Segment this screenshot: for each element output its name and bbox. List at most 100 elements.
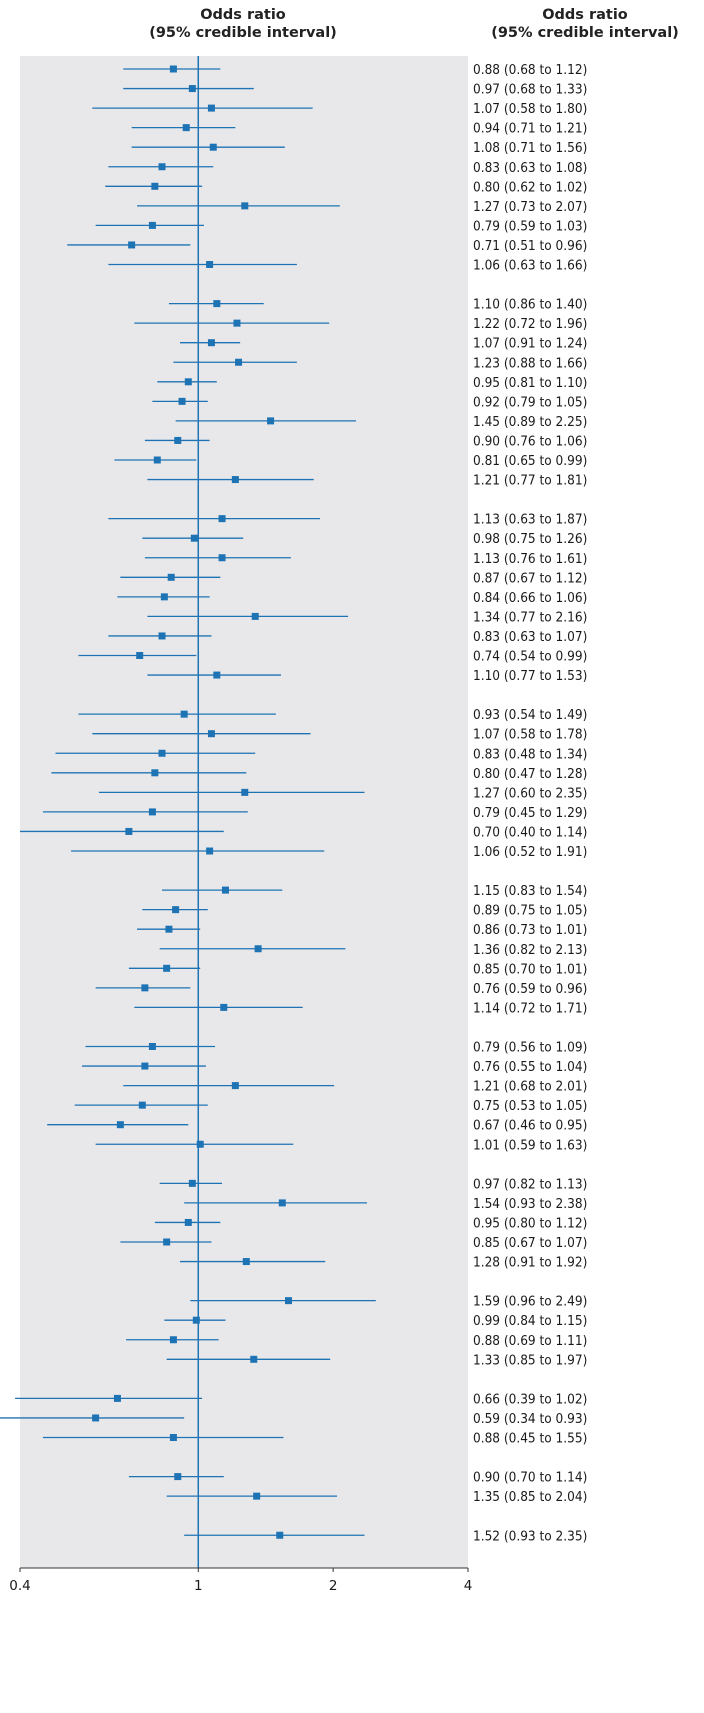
estimate-row: 0.97 (0.68 to 1.33) <box>123 82 587 98</box>
estimate-row: 0.80 (0.62 to 1.02) <box>105 179 587 195</box>
point-estimate-marker <box>233 319 241 327</box>
estimate-row: 0.80 (0.47 to 1.28) <box>51 766 587 782</box>
x-tick-label: 0.4 <box>9 1578 30 1594</box>
point-estimate-marker <box>174 1473 182 1481</box>
point-estimate-marker <box>188 1179 196 1187</box>
estimate-row: 1.06 (0.63 to 1.66) <box>108 258 587 274</box>
estimate-label: 1.06 (0.52 to 1.91) <box>473 844 587 860</box>
estimate-label: 0.85 (0.70 to 1.01) <box>473 961 587 977</box>
estimate-row: 0.89 (0.75 to 1.05) <box>142 903 587 919</box>
point-estimate-marker <box>169 1434 177 1441</box>
estimate-label: 0.92 (0.79 to 1.05) <box>473 394 587 410</box>
point-estimate-marker <box>160 593 168 601</box>
estimate-row: 1.36 (0.82 to 2.13) <box>159 942 587 958</box>
estimate-row: 1.28 (0.91 to 1.92) <box>179 1255 587 1271</box>
point-estimate-marker <box>196 1140 204 1148</box>
point-estimate-marker <box>163 964 171 972</box>
point-estimate-marker <box>172 906 180 914</box>
estimate-row: 0.84 (0.66 to 1.06) <box>117 590 587 606</box>
estimate-row: 0.79 (0.56 to 1.09) <box>85 1040 587 1056</box>
estimate-row: 1.23 (0.88 to 1.66) <box>173 355 587 371</box>
estimate-row: 1.45 (0.89 to 2.25) <box>175 414 587 430</box>
estimate-label: 0.90 (0.76 to 1.06) <box>473 433 587 449</box>
estimate-label: 0.88 (0.45 to 1.55) <box>473 1431 587 1447</box>
point-estimate-marker <box>220 1003 228 1011</box>
point-estimate-marker <box>250 1355 258 1363</box>
point-estimate-marker <box>207 104 215 112</box>
point-estimate-marker <box>209 143 217 151</box>
header-line-2: (95% credible interval) <box>149 25 337 41</box>
estimate-label: 0.90 (0.70 to 1.14) <box>473 1470 587 1486</box>
point-estimate-marker <box>180 710 188 718</box>
estimate-label: 0.86 (0.73 to 1.01) <box>473 922 587 938</box>
point-estimate-marker <box>241 202 249 210</box>
estimate-label: 0.84 (0.66 to 1.06) <box>473 590 587 606</box>
estimate-row: 1.21 (0.68 to 2.01) <box>123 1079 587 1095</box>
estimate-label: 0.95 (0.80 to 1.12) <box>473 1215 587 1231</box>
estimate-row: 0.90 (0.70 to 1.14) <box>128 1470 587 1486</box>
point-estimate-marker <box>158 749 166 757</box>
point-estimate-marker <box>267 417 275 425</box>
estimate-row: 0.85 (0.70 to 1.01) <box>128 961 587 977</box>
estimate-row: 0.71 (0.51 to 0.96) <box>67 238 587 254</box>
estimate-label: 1.06 (0.63 to 1.66) <box>473 258 587 274</box>
point-estimate-marker <box>92 1414 100 1422</box>
estimate-row: 1.21 (0.77 to 1.81) <box>147 473 587 489</box>
point-estimate-marker <box>213 671 221 679</box>
estimate-label: 0.98 (0.75 to 1.26) <box>473 531 587 547</box>
row-group: 0.66 (0.39 to 1.02) 0.59 (0.34 to 0.93) 0.… <box>0 1391 587 1447</box>
x-tick-label: 2 <box>329 1578 338 1594</box>
point-estimate-marker <box>116 1121 124 1129</box>
estimate-label: 1.54 (0.93 to 2.38) <box>473 1196 587 1212</box>
point-estimate-marker <box>218 554 226 562</box>
estimate-row: 1.27 (0.60 to 2.35) <box>98 785 587 801</box>
point-estimate-marker <box>141 984 149 992</box>
point-estimate-marker <box>178 397 186 405</box>
estimate-row: 0.94 (0.71 to 1.21) <box>131 121 587 137</box>
estimate-row: 0.85 (0.67 to 1.07) <box>120 1235 587 1251</box>
header-line-1: Odds ratio <box>200 7 286 23</box>
estimate-label: 1.59 (0.96 to 2.49) <box>473 1294 587 1310</box>
point-estimate-marker <box>158 632 166 640</box>
estimate-label: 0.97 (0.68 to 1.33) <box>473 82 587 98</box>
estimate-row: 0.76 (0.59 to 0.96) <box>95 981 587 997</box>
estimate-row: 1.14 (0.72 to 1.71) <box>134 1000 587 1016</box>
point-estimate-marker <box>151 769 159 777</box>
estimate-label: 1.21 (0.68 to 2.01) <box>473 1079 587 1095</box>
estimate-label: 0.66 (0.39 to 1.02) <box>473 1391 587 1407</box>
point-estimate-marker <box>235 358 243 366</box>
estimate-row: 0.83 (0.63 to 1.07) <box>108 629 587 645</box>
estimate-label: 0.88 (0.69 to 1.11) <box>473 1333 587 1349</box>
point-estimate-marker <box>253 1492 261 1500</box>
estimate-label: 0.83 (0.63 to 1.08) <box>473 160 587 176</box>
estimate-row: 1.15 (0.83 to 1.54) <box>162 883 587 899</box>
row-group: 0.93 (0.54 to 1.49) 1.07 (0.58 to 1.78) 0.… <box>20 707 587 860</box>
estimate-label: 1.52 (0.93 to 2.35) <box>473 1528 587 1544</box>
estimate-label: 1.27 (0.73 to 2.07) <box>473 199 587 215</box>
estimate-label: 1.33 (0.85 to 1.97) <box>473 1352 587 1368</box>
estimate-row: 1.33 (0.85 to 1.97) <box>166 1352 587 1368</box>
estimate-row: 1.22 (0.72 to 1.96) <box>134 316 587 332</box>
estimate-row: 0.79 (0.59 to 1.03) <box>95 218 587 234</box>
point-estimate-marker <box>213 300 221 308</box>
estimate-label: 0.87 (0.67 to 1.12) <box>473 570 587 586</box>
row-group: 0.97 (0.82 to 1.13) 1.54 (0.93 to 2.38) 0.… <box>120 1176 587 1271</box>
point-estimate-marker <box>206 261 214 268</box>
estimate-label: 0.59 (0.34 to 0.93) <box>473 1411 587 1427</box>
x-tick-label: 1 <box>194 1578 203 1594</box>
estimate-label: 0.97 (0.82 to 1.13) <box>473 1176 587 1192</box>
row-group: 1.15 (0.83 to 1.54) 0.89 (0.75 to 1.05) 0.… <box>95 883 587 1016</box>
estimate-label: 1.07 (0.58 to 1.80) <box>473 101 587 117</box>
estimate-label: 1.45 (0.89 to 2.25) <box>473 414 587 430</box>
header-line-2: (95% credible interval) <box>491 25 679 41</box>
estimate-row: 1.08 (0.71 to 1.56) <box>131 140 587 156</box>
point-estimate-marker <box>167 573 175 581</box>
point-estimate-marker <box>151 182 159 190</box>
point-estimate-marker <box>192 1316 200 1324</box>
header-line-1: Odds ratio <box>542 7 628 23</box>
values-column-header: Odds ratio (95% credible interval) <box>466 6 704 42</box>
estimate-row: 0.79 (0.45 to 1.29) <box>42 805 587 821</box>
estimate-label: 0.76 (0.55 to 1.04) <box>473 1059 587 1075</box>
point-estimate-marker <box>125 827 133 835</box>
estimate-row: 1.07 (0.58 to 1.80) <box>92 101 587 117</box>
